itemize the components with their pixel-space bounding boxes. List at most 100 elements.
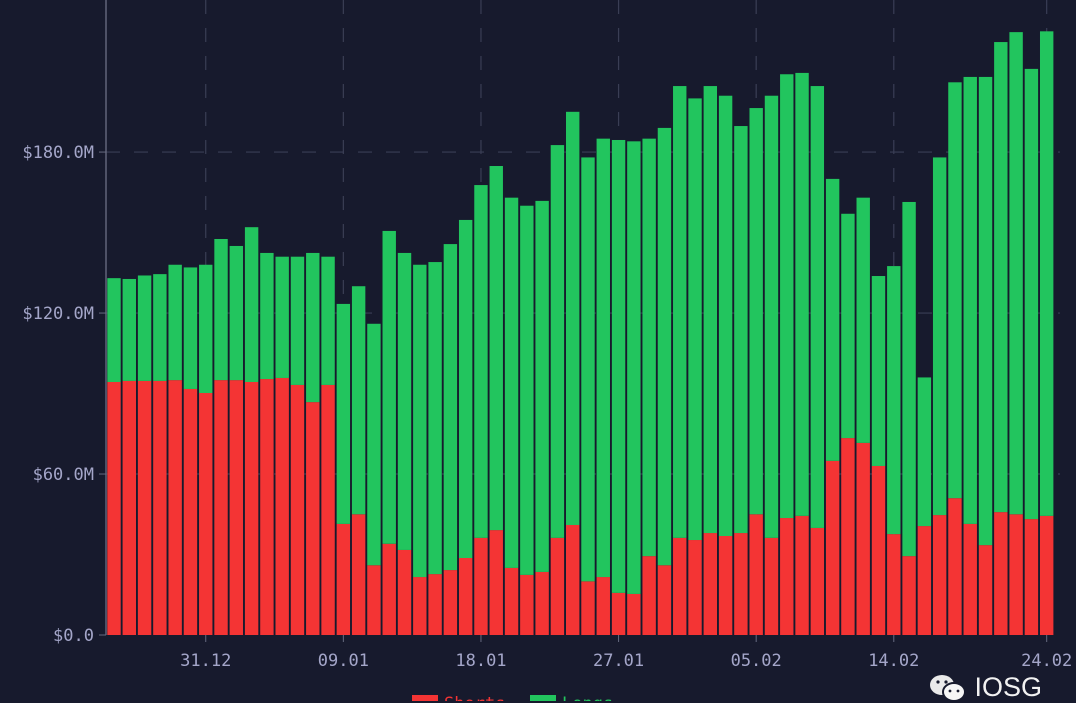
bar-shorts <box>902 556 916 635</box>
bar-longs <box>458 219 473 558</box>
bar-shorts <box>367 565 381 635</box>
bar-shorts <box>673 537 687 635</box>
bar-shorts <box>688 540 702 635</box>
bar-longs <box>489 166 503 531</box>
bar-longs <box>474 185 488 538</box>
bar-shorts <box>871 465 886 635</box>
bar-shorts <box>275 377 289 635</box>
bar-longs <box>199 264 213 393</box>
bar-shorts <box>917 526 932 635</box>
y-tick-label: $240.0M <box>22 0 94 2</box>
bar-longs <box>673 86 687 538</box>
bar-shorts <box>122 380 136 635</box>
bar-shorts <box>504 567 519 635</box>
bar-shorts <box>474 537 488 635</box>
bar-shorts <box>168 380 182 635</box>
bar-longs <box>351 286 366 515</box>
bar-longs <box>932 157 947 516</box>
bar-longs <box>718 95 733 536</box>
bar-longs <box>825 178 840 461</box>
bar-longs <box>336 303 351 524</box>
watermark: IOSG <box>928 672 1042 703</box>
bar-longs <box>978 76 993 546</box>
watermark-text: IOSG <box>974 672 1042 702</box>
y-tick-label: $120.0M <box>22 304 94 324</box>
bar-longs <box>1024 68 1039 520</box>
bars <box>107 31 1054 635</box>
bar-longs <box>887 266 901 535</box>
bar-longs <box>856 197 870 443</box>
bar-longs <box>810 86 825 528</box>
y-tick-label: $0.0 <box>53 626 94 646</box>
bar-longs <box>841 213 855 439</box>
bar-longs <box>428 262 442 575</box>
bar-shorts <box>137 380 152 635</box>
legend-label-shorts: Shorts <box>444 694 505 701</box>
bar-longs <box>413 264 427 578</box>
bar-shorts <box>780 518 794 635</box>
y-tick-label: $60.0M <box>33 465 94 485</box>
bar-shorts <box>214 380 228 635</box>
bar-longs <box>382 230 396 544</box>
bar-shorts <box>413 577 427 635</box>
bar-shorts <box>428 574 442 635</box>
bar-shorts <box>932 515 947 635</box>
bar-longs <box>520 205 534 575</box>
bar-longs <box>963 76 977 524</box>
bar-longs <box>260 252 274 380</box>
bar-shorts <box>1039 515 1054 635</box>
bar-longs <box>749 108 763 515</box>
bar-longs <box>367 323 381 566</box>
bar-shorts <box>657 565 672 635</box>
bar-shorts <box>887 534 901 635</box>
bar-longs <box>550 145 565 538</box>
bar-longs <box>642 138 656 557</box>
bar-longs <box>688 98 702 541</box>
bar-shorts <box>825 460 840 635</box>
bar-shorts <box>963 523 977 635</box>
y-tick-label: $180.0M <box>22 143 94 163</box>
bar-longs <box>153 274 167 381</box>
bar-longs <box>107 278 121 382</box>
bar-shorts <box>1009 514 1023 635</box>
bar-longs <box>1039 31 1054 516</box>
bar-longs <box>764 95 779 538</box>
bar-longs <box>871 276 886 466</box>
bar-shorts <box>718 535 733 635</box>
bar-shorts <box>260 379 274 635</box>
bar-longs <box>902 201 916 557</box>
bar-longs <box>795 72 809 516</box>
x-tick-label: 18.01 <box>455 651 506 671</box>
bar-shorts <box>596 577 610 635</box>
bar-shorts <box>703 533 718 635</box>
bar-shorts <box>520 574 534 635</box>
bar-shorts <box>443 570 458 635</box>
bar-longs <box>611 139 626 593</box>
bar-longs <box>657 127 672 566</box>
bar-longs <box>244 227 259 382</box>
bar-shorts <box>244 381 259 635</box>
bar-shorts <box>566 524 580 635</box>
bar-longs <box>122 278 136 381</box>
bar-shorts <box>627 593 641 635</box>
bar-longs <box>504 197 519 568</box>
bar-shorts <box>229 380 244 635</box>
bar-shorts <box>734 533 748 635</box>
bar-shorts <box>153 380 167 635</box>
bar-longs <box>290 256 305 385</box>
bar-shorts <box>764 537 779 635</box>
bar-longs <box>183 267 198 389</box>
bar-longs <box>917 377 932 527</box>
wechat-icon <box>930 674 967 702</box>
bar-longs <box>321 256 335 385</box>
bar-longs <box>627 141 641 594</box>
bar-longs <box>275 256 289 378</box>
bar-longs <box>535 200 549 572</box>
bar-shorts <box>642 556 656 635</box>
bar-longs <box>581 157 595 582</box>
bar-shorts <box>183 388 198 635</box>
bar-longs <box>168 264 182 381</box>
bar-shorts <box>1024 519 1039 635</box>
bar-shorts <box>306 402 320 635</box>
